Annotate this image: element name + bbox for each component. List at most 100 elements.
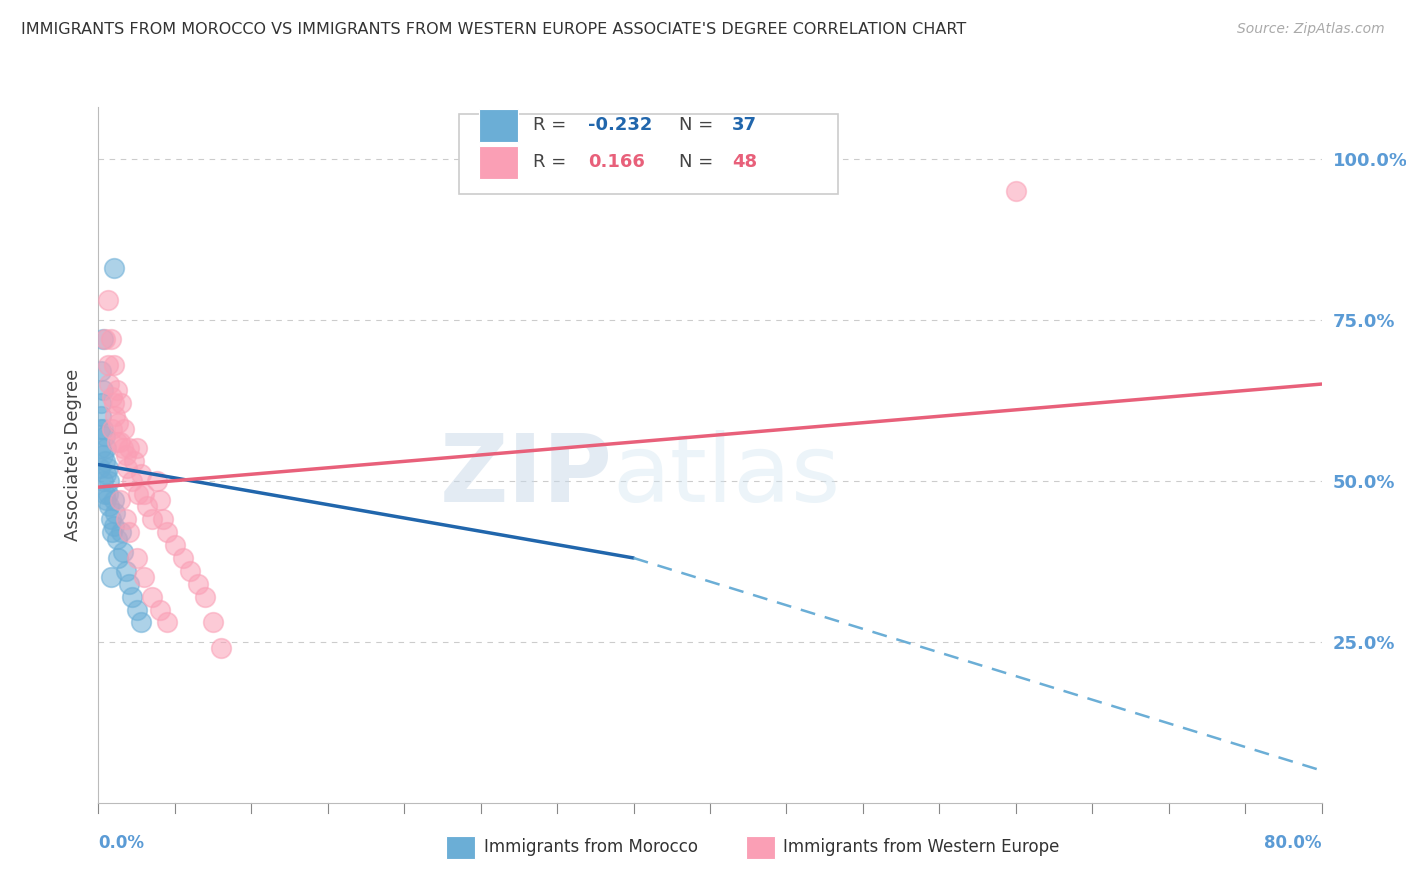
Text: Source: ZipAtlas.com: Source: ZipAtlas.com bbox=[1237, 22, 1385, 37]
Point bbox=[141, 590, 163, 604]
Text: 0.166: 0.166 bbox=[588, 153, 644, 171]
Point bbox=[90, 409, 112, 424]
Point bbox=[89, 422, 111, 436]
Point bbox=[108, 493, 131, 508]
Point bbox=[103, 396, 125, 410]
Point bbox=[118, 442, 141, 456]
Point bbox=[163, 538, 186, 552]
Point bbox=[105, 532, 128, 546]
Point bbox=[111, 544, 134, 558]
Point bbox=[101, 422, 124, 436]
Point bbox=[134, 486, 156, 500]
Point bbox=[115, 448, 138, 462]
Point bbox=[93, 454, 115, 468]
Text: 37: 37 bbox=[733, 117, 756, 135]
Point bbox=[94, 493, 117, 508]
Point bbox=[125, 602, 148, 616]
Point bbox=[108, 435, 131, 450]
Point bbox=[121, 590, 143, 604]
Text: -0.232: -0.232 bbox=[588, 117, 652, 135]
Point bbox=[103, 261, 125, 276]
Point bbox=[98, 377, 121, 392]
Point bbox=[91, 332, 114, 346]
Point bbox=[90, 364, 112, 378]
Point bbox=[101, 525, 124, 540]
Point bbox=[93, 332, 115, 346]
Point bbox=[91, 422, 114, 436]
Point bbox=[127, 486, 149, 500]
Point bbox=[118, 576, 141, 591]
Point bbox=[149, 493, 172, 508]
Point bbox=[97, 293, 120, 308]
Point bbox=[91, 448, 114, 462]
Point bbox=[209, 641, 232, 656]
Point bbox=[122, 454, 145, 468]
Point bbox=[179, 564, 201, 578]
Point bbox=[103, 493, 125, 508]
Text: N =: N = bbox=[679, 153, 720, 171]
Point bbox=[202, 615, 225, 630]
Point bbox=[112, 422, 135, 436]
Point bbox=[125, 551, 148, 566]
Point bbox=[100, 570, 122, 584]
Point bbox=[134, 570, 156, 584]
Text: IMMIGRANTS FROM MOROCCO VS IMMIGRANTS FROM WESTERN EUROPE ASSOCIATE'S DEGREE COR: IMMIGRANTS FROM MOROCCO VS IMMIGRANTS FR… bbox=[21, 22, 966, 37]
Point bbox=[94, 467, 117, 482]
Text: atlas: atlas bbox=[612, 430, 841, 522]
Point bbox=[125, 442, 148, 456]
Point bbox=[149, 602, 172, 616]
Point bbox=[105, 435, 128, 450]
Text: 80.0%: 80.0% bbox=[1264, 834, 1322, 852]
Point bbox=[110, 396, 132, 410]
Point bbox=[101, 390, 124, 404]
Y-axis label: Associate's Degree: Associate's Degree bbox=[63, 368, 82, 541]
Point bbox=[115, 564, 138, 578]
Point bbox=[129, 615, 152, 630]
Point bbox=[111, 442, 134, 456]
Point bbox=[145, 474, 167, 488]
Point bbox=[91, 384, 114, 398]
Point bbox=[129, 467, 152, 482]
Point bbox=[107, 416, 129, 430]
Point bbox=[98, 500, 121, 514]
Point bbox=[104, 409, 127, 424]
Point bbox=[152, 512, 174, 526]
Point bbox=[121, 474, 143, 488]
FancyBboxPatch shape bbox=[479, 146, 517, 178]
Point bbox=[187, 576, 209, 591]
Point bbox=[172, 551, 194, 566]
Text: 0.0%: 0.0% bbox=[98, 834, 145, 852]
Point bbox=[115, 512, 138, 526]
Point bbox=[103, 518, 125, 533]
FancyBboxPatch shape bbox=[745, 836, 775, 859]
Point bbox=[104, 506, 127, 520]
Point bbox=[107, 551, 129, 566]
Text: Immigrants from Morocco: Immigrants from Morocco bbox=[484, 838, 697, 856]
Point bbox=[91, 474, 114, 488]
Point bbox=[97, 486, 120, 500]
Point bbox=[100, 332, 122, 346]
Point bbox=[1004, 184, 1026, 198]
Point bbox=[141, 512, 163, 526]
Point bbox=[89, 460, 111, 475]
Point bbox=[97, 358, 120, 372]
FancyBboxPatch shape bbox=[446, 836, 475, 859]
Point bbox=[105, 384, 128, 398]
Point bbox=[103, 358, 125, 372]
Text: R =: R = bbox=[533, 153, 572, 171]
Point bbox=[98, 474, 121, 488]
Point bbox=[194, 590, 217, 604]
Point bbox=[100, 512, 122, 526]
Point bbox=[90, 396, 112, 410]
Point bbox=[118, 525, 141, 540]
Point bbox=[110, 525, 132, 540]
Point bbox=[93, 486, 115, 500]
Point bbox=[136, 500, 159, 514]
Text: N =: N = bbox=[679, 117, 720, 135]
Point bbox=[156, 615, 179, 630]
FancyBboxPatch shape bbox=[460, 114, 838, 194]
Point bbox=[93, 428, 115, 442]
FancyBboxPatch shape bbox=[479, 110, 517, 142]
Text: Immigrants from Western Europe: Immigrants from Western Europe bbox=[783, 838, 1060, 856]
Point bbox=[156, 525, 179, 540]
